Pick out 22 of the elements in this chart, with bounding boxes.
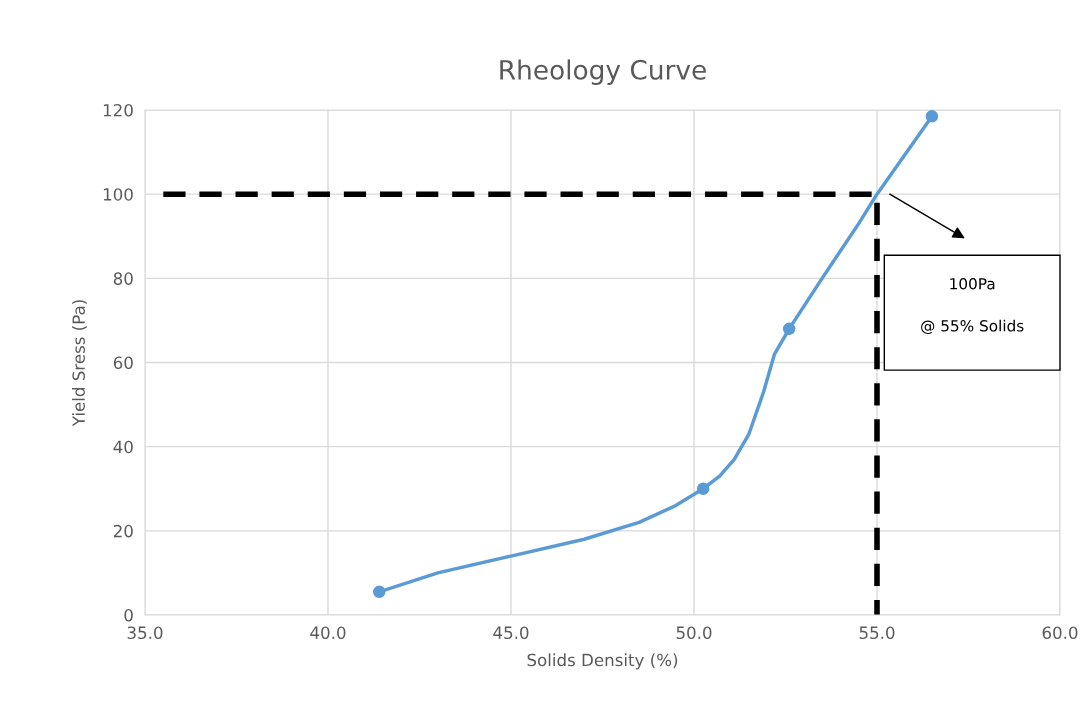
- y-tick-label: 0: [124, 608, 133, 622]
- y-tick-label: 60: [113, 356, 133, 370]
- x-tick-label: 50.0: [676, 626, 712, 640]
- point: [782, 322, 796, 336]
- y-tick-label: 20: [113, 524, 133, 538]
- point: [925, 110, 939, 123]
- x-tick-label: 40.0: [310, 626, 346, 640]
- x-tick-label: 45.0: [493, 626, 529, 640]
- y-tick-label: 80: [113, 272, 133, 285]
- annotation: 100Pa: [950, 277, 995, 290]
- chart-title: Rheology Curve: [500, 59, 706, 85]
- x-axis-title: Solids Density (%): [527, 653, 678, 670]
- point: [696, 482, 710, 496]
- x-tick-label: 60.0: [1042, 626, 1078, 640]
- y-tick-label: 40: [113, 440, 133, 454]
- x-tick-label: 55.0: [859, 626, 895, 640]
- point: [372, 585, 386, 599]
- y-tick-label: 100: [103, 188, 133, 201]
- y-axis-title: Yield Sress (Pa): [72, 300, 87, 427]
- y-tick-label: 120: [103, 103, 133, 117]
- annotation: @ 55% Solids: [921, 319, 1024, 335]
- x-tick-label: 35.0: [127, 626, 163, 640]
